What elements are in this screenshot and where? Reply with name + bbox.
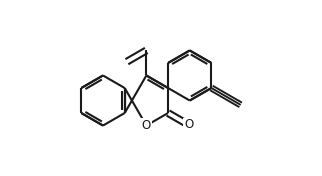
- Text: O: O: [142, 119, 151, 132]
- Text: O: O: [184, 118, 193, 131]
